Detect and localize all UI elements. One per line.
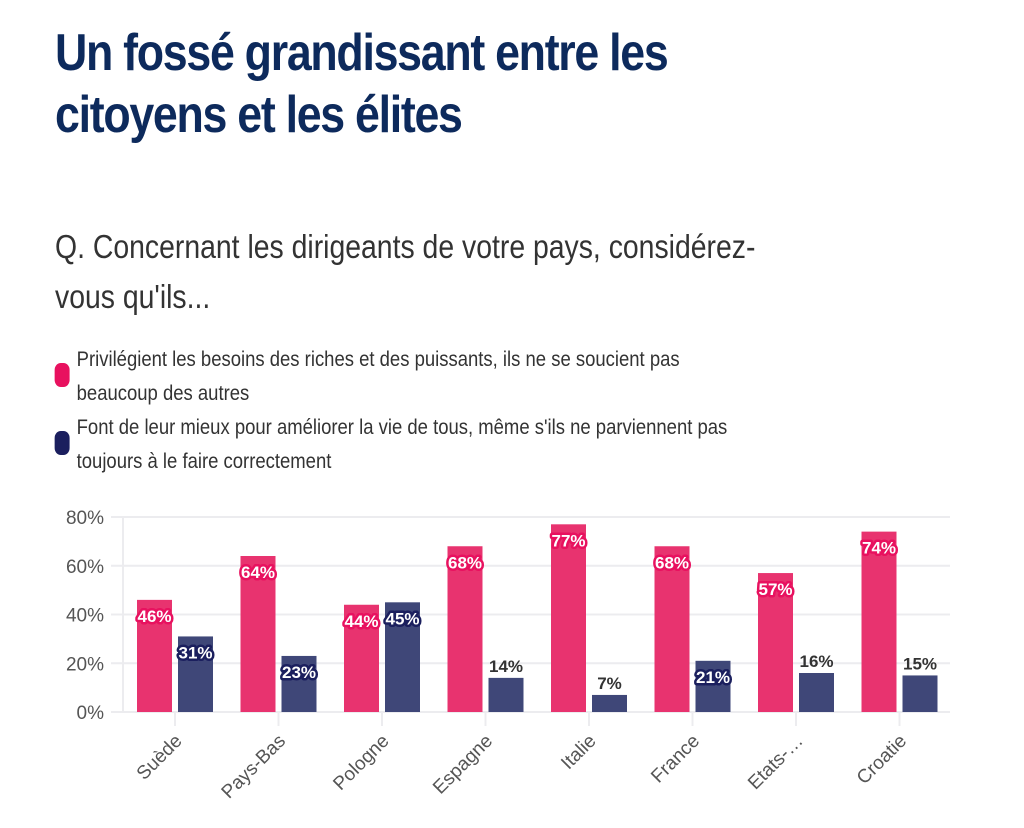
chart-question: Q. Concernant les dirigeants de votre pa… (55, 222, 975, 322)
bar-riches[interactable] (344, 604, 379, 712)
legend-item-mieux[interactable]: Font de leur mieux pour améliorer la vie… (52, 411, 957, 479)
bar-mieux[interactable] (488, 677, 524, 712)
data-label: 44% (344, 612, 378, 631)
data-labels: 46% 31% 64% 23% 44% 45% 68% 14% 77% 7% 68% 21% 57% 16… (135, 529, 937, 693)
data-label: 7% (597, 674, 622, 693)
x-tick-label: Espagne (429, 731, 497, 799)
chart-title-line-1: Un fossé grandissant entre les (55, 24, 669, 82)
legend-item-riches[interactable]: Privilégient les besoins des riches et d… (52, 343, 957, 411)
bar-riches[interactable] (861, 531, 897, 712)
chart-title-line-2: citoyens et les élites (55, 86, 463, 144)
legend-label-line-1: Font de leur mieux pour améliorer la vie… (76, 416, 728, 439)
legend-label-line-2: beaucoup des autres (76, 382, 250, 405)
x-tick-label: Pologne (329, 731, 393, 795)
data-label: 57% (758, 580, 792, 599)
legend-label-line-1: Privilégient les besoins des riches et d… (76, 348, 680, 371)
bar-mieux[interactable] (281, 655, 317, 712)
x-tick-label: France (647, 731, 704, 788)
x-tick-label: Italie (557, 731, 600, 774)
question-line-2: vous qu'ils... (55, 278, 211, 315)
bar-riches[interactable] (137, 599, 172, 712)
data-label: 23% (282, 663, 316, 682)
bar-riches[interactable] (551, 524, 586, 712)
y-tick-label: 0% (77, 703, 105, 724)
y-tick-label: 40% (66, 606, 104, 627)
bar-mieux[interactable] (902, 675, 938, 712)
data-label: 14% (489, 657, 523, 676)
data-label: 45% (385, 609, 419, 628)
bar-riches[interactable] (240, 556, 276, 712)
bar-mieux[interactable] (695, 660, 731, 712)
data-label: 74% (862, 539, 896, 558)
bar-mieux[interactable] (799, 673, 834, 712)
data-label: 64% (241, 563, 275, 582)
x-tick-label: Pays-Bas (218, 731, 290, 803)
y-axis-ticks: 0% 20% 40% 60% 80% (66, 508, 104, 724)
y-tick-label: 20% (66, 654, 104, 675)
bar-mieux[interactable] (592, 694, 627, 712)
x-tick-label: Croatie (853, 731, 911, 789)
bar-riches[interactable] (758, 573, 793, 712)
data-label: 77% (551, 531, 585, 550)
bar-mieux[interactable] (385, 602, 420, 712)
x-tick-label: Suède (133, 731, 187, 785)
data-label: 68% (448, 553, 482, 572)
data-label: 16% (799, 652, 833, 671)
bar-riches[interactable] (447, 546, 483, 712)
data-label: 15% (903, 654, 937, 673)
data-label: 31% (178, 643, 212, 662)
legend-label-line-2: toujours à le faire correctement (76, 450, 332, 473)
legend-swatch-navy (54, 431, 70, 455)
chart-title: Un fossé grandissant entre les citoyens … (55, 22, 829, 146)
data-label: 46% (137, 607, 171, 626)
bars (137, 524, 938, 712)
data-label: 21% (696, 668, 730, 687)
legend-swatch-pink (54, 363, 70, 387)
y-tick-label: 80% (66, 508, 104, 529)
chart-legend: Privilégient les besoins des riches et d… (52, 343, 1024, 479)
x-axis-ticks: Suède Pays-Bas Pologne Espagne Italie France E… (133, 712, 911, 803)
bar-mieux[interactable] (178, 636, 213, 712)
data-label: 68% (655, 553, 689, 572)
question-line-1: Q. Concernant les dirigeants de votre pa… (55, 228, 756, 265)
x-tick-label: Etats-… (744, 731, 807, 794)
y-tick-label: 60% (66, 557, 104, 578)
bar-riches[interactable] (654, 546, 690, 712)
